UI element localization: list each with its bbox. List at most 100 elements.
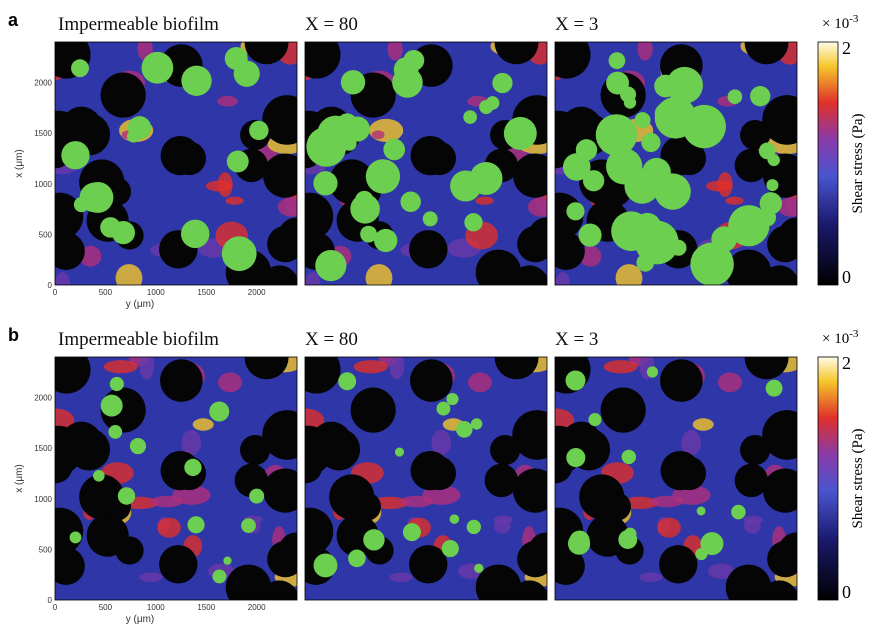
pore	[61, 422, 102, 463]
heatmap	[534, 335, 817, 618]
stress-spot	[468, 373, 492, 393]
pore	[660, 359, 703, 402]
stress-spot	[400, 496, 433, 507]
biofilm	[467, 520, 481, 534]
biofilm	[622, 450, 636, 464]
pore	[115, 536, 143, 564]
figure: aImpermeable biofilmX = 80X = 3050010001…	[0, 0, 869, 634]
panel-title: Impermeable biofilm	[58, 329, 219, 350]
biofilm	[222, 236, 257, 271]
stress-spot	[366, 264, 393, 292]
biofilm	[366, 159, 400, 193]
biofilm	[108, 425, 122, 439]
biofilm	[249, 489, 264, 504]
stress-spot	[778, 197, 806, 217]
biofilm	[348, 550, 366, 568]
x-tick-label: 2000	[34, 394, 52, 403]
pore	[267, 226, 303, 262]
biofilm	[209, 401, 229, 421]
biofilm	[225, 47, 248, 70]
pore	[767, 226, 803, 262]
stress-spot	[725, 197, 743, 205]
y-tick-label: 2000	[248, 603, 266, 612]
y-tick-label: 500	[99, 603, 113, 612]
stress-spot	[389, 573, 412, 583]
stress-spot	[604, 360, 638, 373]
pore	[769, 411, 801, 443]
x-tick-label: 500	[39, 545, 53, 554]
biofilm	[110, 377, 124, 391]
stress-spot	[104, 360, 138, 373]
pore	[352, 492, 381, 521]
biofilm	[750, 86, 770, 106]
stress-spot	[139, 573, 162, 583]
biofilm	[395, 447, 404, 456]
biofilm	[101, 395, 123, 417]
biofilm	[463, 110, 477, 124]
x-tick-label: 1500	[34, 444, 52, 453]
stress-spot	[218, 373, 242, 393]
multiplier-exponent: -3	[849, 328, 859, 340]
pore	[269, 96, 301, 128]
pore	[726, 250, 772, 296]
pore	[269, 411, 301, 443]
pore	[172, 142, 206, 176]
stress-spot	[218, 172, 233, 197]
pore	[422, 142, 456, 176]
biofilm	[492, 73, 512, 93]
pore	[510, 580, 548, 618]
biofilm	[634, 213, 661, 240]
biofilm	[70, 532, 82, 544]
pore	[422, 457, 456, 491]
stress-spot	[305, 272, 320, 294]
x-tick-label: 2000	[34, 79, 52, 88]
biofilm	[566, 448, 585, 467]
stress-spot	[475, 197, 493, 205]
stress-spot	[638, 38, 653, 61]
biofilm	[566, 202, 584, 220]
colorbar-max: 2	[842, 38, 851, 58]
pore	[726, 565, 772, 611]
x-tick-label: 500	[39, 230, 53, 239]
biofilm	[241, 518, 256, 533]
y-axis-label: y (μm)	[126, 299, 155, 310]
biofilm	[609, 52, 626, 69]
stress-spot	[278, 197, 306, 217]
stress-spot	[743, 516, 762, 524]
biofilm	[624, 223, 637, 236]
pore	[351, 388, 396, 433]
panel-title: X = 3	[555, 14, 598, 35]
biofilm	[71, 59, 89, 77]
biofilm	[93, 470, 105, 482]
biofilm	[606, 72, 629, 95]
biofilm	[80, 183, 110, 213]
pore	[769, 96, 801, 128]
stress-spot	[528, 197, 556, 217]
biofilm	[374, 229, 397, 252]
pore	[543, 31, 591, 79]
biofilm	[341, 70, 365, 94]
pore	[519, 411, 551, 443]
colorbar-label: Shear stress (Pa)	[850, 114, 866, 214]
biofilm	[394, 57, 419, 82]
heatmap	[284, 20, 567, 303]
stress-spot	[657, 518, 681, 538]
pore	[602, 492, 631, 521]
biofilm	[624, 528, 637, 541]
y-axis-label: y (μm)	[126, 614, 155, 625]
biofilm	[655, 103, 677, 125]
biofilm	[768, 154, 780, 166]
stress-spot	[139, 352, 154, 380]
biofilm	[249, 121, 268, 140]
biofilm	[383, 139, 405, 161]
biofilm	[654, 75, 677, 98]
x-tick-label: 1000	[34, 495, 52, 504]
biofilm	[314, 554, 338, 578]
stress-spot	[718, 373, 742, 393]
stress-spot	[369, 119, 403, 142]
stress-spot	[372, 130, 385, 139]
stress-spot	[555, 272, 570, 294]
panel-title: X = 80	[305, 14, 358, 35]
pore	[260, 265, 298, 303]
biofilm	[471, 418, 482, 429]
